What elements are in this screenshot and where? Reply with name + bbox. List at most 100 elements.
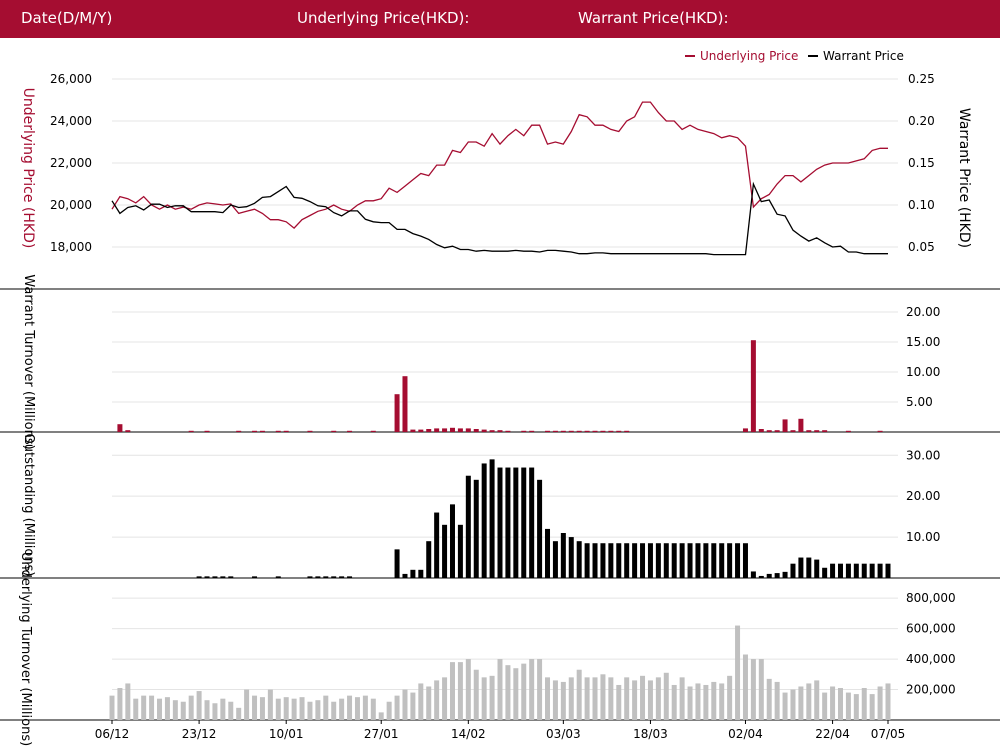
warrant-turnover-bar [560,430,566,432]
x-tick-label: 10/01 [269,727,304,741]
outstanding-bar [568,537,574,578]
underlying-turnover-bar [125,683,131,720]
underlying-turnover-bar [283,697,289,720]
outstanding-bar [537,479,543,578]
warrant-turnover-bar [283,430,289,432]
underlying-turnover-bar [869,694,875,720]
outstanding-bar [505,467,511,578]
warrant-turnover-bar [798,418,804,432]
outstanding-bar [679,543,685,578]
warrant-turnover-bar [252,430,258,432]
underlying-turnover-bar [640,675,646,720]
outstanding-bar [798,557,804,578]
warrant-turnover-tick-label: 15.00 [906,335,940,349]
outstanding-bar [632,543,638,578]
underlying-turnover-tick-label: 400,000 [906,652,956,666]
underlying-turnover-bar [141,695,147,720]
outstanding-bar [473,479,479,578]
underlying-turnover-bar [837,688,843,720]
underlying-turnover-bar [442,677,448,720]
warrant-turnover-bar [576,430,582,432]
outstanding-bar [806,557,812,578]
outstanding-bar [529,467,535,578]
underlying-turnover-tick-label: 600,000 [906,622,956,636]
underlying-turnover-bar [299,697,305,720]
warrant-turnover-bar [497,430,503,432]
outstanding-bar [742,543,748,578]
underlying-turnover-bar [845,692,851,720]
left-tick-label: 18,000 [50,240,92,254]
outstanding-axis-title: Outstanding (Millions) [21,434,36,577]
underlying-turnover-bar [822,692,828,720]
outstanding-bar [647,543,653,578]
underlying-turnover-bar [782,692,788,720]
underlying-turnover-bar [362,695,368,720]
outstanding-bar [758,575,764,578]
underlying-turnover-bar [307,701,313,720]
warrant-price-line [111,181,888,256]
outstanding-bar [837,563,843,578]
warrant-turnover-axis-title: Warrant Turnover (Millions) [21,274,36,449]
underlying-turnover-bar [798,686,804,720]
outstanding-bar [331,576,337,578]
underlying-turnover-bar [378,712,384,720]
gridlines [112,78,898,691]
outstanding-bar [885,563,891,578]
underlying-turnover-bar [814,680,820,720]
tick-labels: 26,000 24,000 22,000 20,000 18,000 0.25 0.20 0.… [50,72,956,697]
warrant-turnover-bar [275,430,281,432]
underlying-turnover-bar [600,674,606,720]
warrant-turnover-tick-label: 20.00 [906,305,940,319]
underlying-turnover-bar [806,683,812,720]
underlying-turnover-bar [434,680,440,720]
underlying-turnover-bar [315,700,321,720]
warrant-turnover-bar [457,428,463,432]
underlying-price-axis-title: Underlying Price (HKD) [20,88,36,249]
underlying-turnover-bar [679,677,685,720]
underlying-turnover-bar [584,677,590,720]
warrant-turnover-bar [117,424,123,432]
x-tick-label: 03/03 [546,727,581,741]
warrant-turnover-bar [307,430,313,432]
warrant-turnover-bar [473,429,479,432]
warrant-turnover-bar [188,430,194,432]
outstanding-bar [489,459,495,578]
underlying-turnover-bar [275,698,281,720]
underlying-turnover-bar [521,663,527,720]
outstanding-bar [695,543,701,578]
outstanding-bar [418,569,424,578]
underlying-price-line [111,101,888,229]
outstanding-bar [410,569,416,578]
x-tick-label: 07/05 [871,727,906,741]
outstanding-bar [719,543,725,578]
bars [109,340,891,720]
warrant-turnover-tick-label: 10.00 [906,365,940,379]
underlying-turnover-bar [497,659,503,720]
outstanding-bar [204,576,210,578]
warrant-turnover-bar [465,428,471,432]
warrant-turnover-bar [259,430,265,432]
underlying-turnover-bar [465,659,471,720]
outstanding-tick-label: 20.00 [906,489,940,503]
warrant-turnover-bar [568,430,574,432]
left-tick-label: 22,000 [50,156,92,170]
underlying-turnover-bar [252,695,258,720]
underlying-turnover-bar [552,680,558,720]
underlying-turnover-bar [735,625,741,720]
outstanding-bar [228,576,234,578]
outstanding-bar [513,467,519,578]
underlying-turnover-bar [545,677,551,720]
outstanding-bar [347,576,353,578]
outstanding-bar [624,543,630,578]
underlying-turnover-bar [244,689,250,720]
outstanding-bar [774,573,780,578]
underlying-turnover-bar [861,688,867,720]
warrant-turnover-bar [204,430,210,432]
underlying-turnover-bar [426,686,432,720]
outstanding-bar [584,543,590,578]
underlying-turnover-axis-title: Underlying Turnover (Millions) [18,552,33,746]
underlying-turnover-bar [505,665,511,720]
x-tick-label: 22/04 [815,727,850,741]
outstanding-bar [465,475,471,578]
underlying-turnover-bar [513,668,519,720]
